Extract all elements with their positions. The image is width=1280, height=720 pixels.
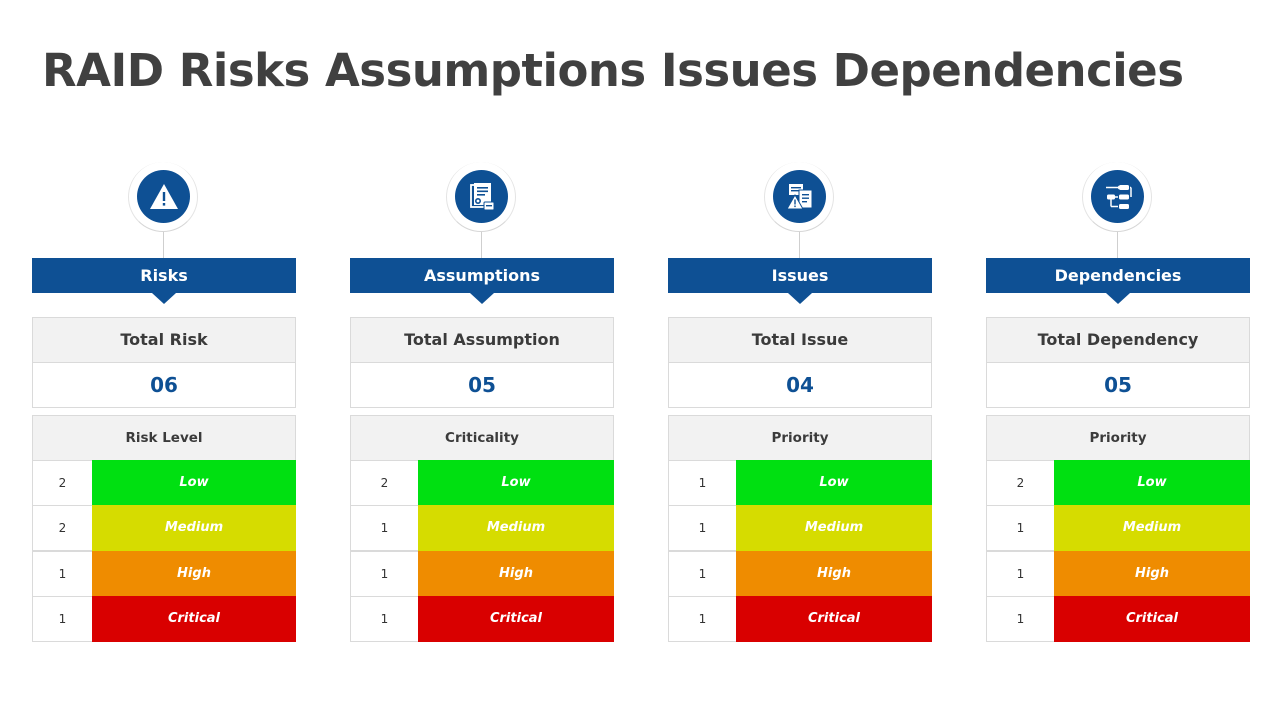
total-value: 06 [32, 362, 296, 408]
header-pointer [152, 293, 176, 304]
header-risks: Risks [32, 258, 296, 293]
total-label: Total Assumption [350, 317, 614, 363]
table-row: 2 Low [986, 460, 1250, 506]
count-cell: 1 [986, 505, 1055, 551]
count-cell: 1 [32, 596, 93, 642]
level-medium: Medium [736, 505, 932, 551]
table-row: 1 Critical [350, 596, 614, 642]
table-row: 1 High [32, 551, 296, 597]
level-high: High [736, 551, 932, 597]
table-row: 2 Low [350, 460, 614, 506]
count-cell: 1 [668, 596, 737, 642]
level-critical: Critical [92, 596, 296, 642]
level-header: Risk Level [32, 415, 296, 461]
issue-document-warning-icon [773, 170, 826, 223]
connector-line [1117, 232, 1118, 259]
level-medium: Medium [92, 505, 296, 551]
connector-line [481, 232, 482, 259]
table-row: 1 High [986, 551, 1250, 597]
level-high: High [1054, 551, 1250, 597]
count-cell: 1 [668, 505, 737, 551]
header-pointer [470, 293, 494, 304]
assumptions-panel: Assumptions Total Assumption 05 Critical… [349, 0, 615, 720]
table-row: 1 Critical [32, 596, 296, 642]
flowchart-dependency-icon [1091, 170, 1144, 223]
header-dependencies: Dependencies [986, 258, 1250, 293]
icon-ring [1082, 162, 1152, 232]
icon-ring [128, 162, 198, 232]
table-row: 1 Low [668, 460, 932, 506]
count-cell: 1 [668, 551, 737, 597]
count-cell: 1 [32, 551, 93, 597]
table-row: 1 High [350, 551, 614, 597]
table-row: 1 Medium [668, 505, 932, 551]
header-issues: Issues [668, 258, 932, 293]
table-row: 1 Critical [668, 596, 932, 642]
header-assumptions: Assumptions [350, 258, 614, 293]
table-row: 1 Critical [986, 596, 1250, 642]
table-row: 1 High [668, 551, 932, 597]
count-cell: 1 [350, 505, 419, 551]
table-row: 1 Medium [986, 505, 1250, 551]
table-row: 1 Medium [350, 505, 614, 551]
level-low: Low [418, 460, 614, 506]
table-row: 2 Medium [32, 505, 296, 551]
count-cell: 2 [350, 460, 419, 506]
level-low: Low [92, 460, 296, 506]
count-cell: 1 [986, 596, 1055, 642]
total-value: 05 [986, 362, 1250, 408]
level-header: Priority [668, 415, 932, 461]
level-critical: Critical [1054, 596, 1250, 642]
issues-panel: Issues Total Issue 04 Priority 1 Low 1 M… [667, 0, 933, 720]
level-low: Low [1054, 460, 1250, 506]
icon-ring [446, 162, 516, 232]
level-critical: Critical [736, 596, 932, 642]
total-label: Total Dependency [986, 317, 1250, 363]
count-cell: 2 [986, 460, 1055, 506]
level-high: High [92, 551, 296, 597]
count-cell: 1 [986, 551, 1055, 597]
document-certificate-icon [455, 170, 508, 223]
total-label: Total Issue [668, 317, 932, 363]
warning-triangle-icon [137, 170, 190, 223]
level-header: Criticality [350, 415, 614, 461]
total-value: 04 [668, 362, 932, 408]
count-cell: 1 [668, 460, 737, 506]
level-medium: Medium [418, 505, 614, 551]
header-pointer [788, 293, 812, 304]
total-value: 05 [350, 362, 614, 408]
header-pointer [1106, 293, 1130, 304]
connector-line [163, 232, 164, 259]
total-label: Total Risk [32, 317, 296, 363]
page-title: RAID Risks Assumptions Issues Dependenci… [42, 44, 1184, 97]
connector-line [799, 232, 800, 259]
count-cell: 1 [350, 551, 419, 597]
count-cell: 2 [32, 505, 93, 551]
count-cell: 2 [32, 460, 93, 506]
level-low: Low [736, 460, 932, 506]
count-cell: 1 [350, 596, 419, 642]
level-critical: Critical [418, 596, 614, 642]
level-header: Priority [986, 415, 1250, 461]
level-medium: Medium [1054, 505, 1250, 551]
dependencies-panel: Dependencies Total Dependency 05 Priorit… [985, 0, 1251, 720]
level-high: High [418, 551, 614, 597]
risks-panel: Risks Total Risk 06 Risk Level 2 Low 2 M… [31, 0, 297, 720]
table-row: 2 Low [32, 460, 296, 506]
icon-ring [764, 162, 834, 232]
